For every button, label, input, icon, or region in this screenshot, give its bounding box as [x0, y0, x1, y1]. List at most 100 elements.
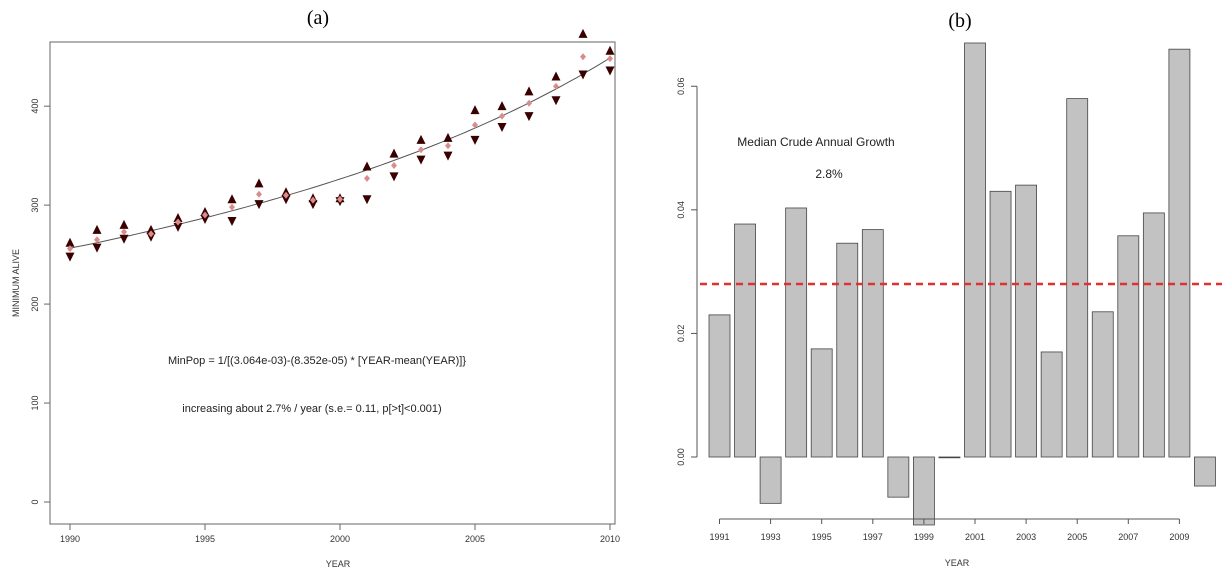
chart-a-point-triangle-up — [524, 86, 534, 96]
chart-a-point-diamond — [121, 228, 127, 236]
chart-a-point-triangle-up — [443, 132, 453, 142]
chart-a-ytick-label: 0 — [30, 499, 40, 504]
chart-b-xtick-label: 2007 — [1118, 532, 1138, 542]
chart-a-xlabel: YEAR — [326, 559, 351, 569]
chart-b-title: Median Crude Annual Growth — [737, 135, 894, 149]
chart-b-xtick-label: 1997 — [863, 532, 883, 542]
chart-a-point-diamond — [94, 236, 100, 244]
chart-a-points — [65, 28, 615, 262]
chart-b-ytick-label: 0.06 — [676, 77, 686, 95]
chart-a-point-triangle-down — [389, 172, 399, 182]
chart-b-bars — [708, 42, 1216, 526]
chart-a-point-diamond — [499, 112, 505, 120]
chart-a-point-diamond — [310, 196, 316, 204]
chart-a-point-triangle-down — [281, 195, 291, 205]
chart-a-point-triangle-up — [65, 237, 75, 247]
chart-a-point-triangle-up — [362, 161, 372, 171]
chart-a-point-triangle-down — [416, 155, 426, 165]
chart-a-ytick-label: 100 — [30, 396, 40, 411]
chart-a-xtick-label: 1990 — [60, 534, 80, 544]
chart-a-point-diamond — [256, 190, 262, 198]
chart-a: 1990 1995 2000 2005 2010 0 100 200 300 400 YEAR M… — [11, 28, 620, 569]
chart-b-x-axis: 1991 1993 1995 1997 1999 2001 2003 2005 2007 2009 — [709, 518, 1189, 542]
chart-b-bar — [810, 348, 833, 458]
chart-a-point-triangle-down — [470, 135, 480, 145]
chart-a-point-triangle-down — [578, 70, 588, 80]
chart-a-point-diamond — [148, 230, 154, 238]
chart-a-point-triangle-down — [92, 243, 102, 253]
chart-a-point-diamond — [445, 142, 451, 150]
chart-a-point-diamond — [175, 218, 181, 226]
chart-b: 0.00 0.02 0.04 0.06 1991 1993 1995 1997 1999 200… — [676, 42, 1222, 568]
chart-a-point-triangle-down — [65, 252, 75, 262]
chart-b-bar — [1194, 456, 1216, 487]
chart-b-ytick-label: 0.04 — [676, 201, 686, 219]
chart-a-point-triangle-down — [524, 112, 534, 122]
chart-a-point-triangle-down — [254, 200, 264, 210]
chart-a-point-diamond — [418, 146, 424, 154]
chart-a-ytick-label: 400 — [30, 99, 40, 114]
chart-a-point-triangle-down — [497, 122, 507, 132]
chart-b-ytick-label: 0.02 — [676, 325, 686, 343]
chart-b-bar — [887, 456, 910, 498]
chart-a-xtick-label: 1995 — [195, 534, 215, 544]
chart-b-bar — [759, 456, 782, 504]
chart-a-point-triangle-down — [200, 214, 210, 224]
chart-a-point-triangle-up — [470, 105, 480, 115]
chart-b-y-axis: 0.00 0.02 0.04 0.06 — [676, 77, 698, 466]
chart-b-bar — [785, 207, 808, 458]
chart-a-point-triangle-up — [497, 101, 507, 111]
chart-b-bar — [1040, 351, 1063, 458]
panel-label-b: (b) — [948, 10, 971, 32]
chart-a-point-triangle-up — [119, 219, 129, 229]
chart-a-ytick-label: 300 — [30, 198, 40, 213]
chart-b-bar — [989, 190, 1012, 458]
chart-a-point-triangle-down — [605, 66, 615, 76]
chart-a-point-diamond — [364, 174, 370, 182]
chart-b-xtick-label: 2009 — [1169, 532, 1189, 542]
chart-a-point-diamond — [553, 82, 559, 90]
chart-a-point-diamond — [391, 162, 397, 170]
chart-a-point-triangle-down — [119, 234, 129, 244]
chart-a-point-diamond — [580, 53, 586, 61]
chart-b-xtick-label: 1991 — [709, 532, 729, 542]
chart-a-point-diamond — [67, 245, 73, 253]
chart-a-point-triangle-down — [227, 216, 237, 226]
chart-a-point-diamond — [607, 55, 613, 63]
chart-a-point-triangle-up — [389, 148, 399, 158]
chart-a-xtick-label: 2000 — [330, 534, 350, 544]
chart-b-ytick-label: 0.00 — [676, 448, 686, 466]
chart-a-point-triangle-down — [173, 222, 183, 232]
chart-b-xtick-label: 1999 — [914, 532, 934, 542]
chart-b-bar — [1066, 98, 1089, 458]
chart-b-subtitle: 2.8% — [815, 167, 843, 181]
chart-b-bar — [836, 242, 859, 458]
chart-a-point-triangle-up — [605, 45, 615, 55]
chart-a-point-triangle-up — [173, 212, 183, 222]
chart-a-point-triangle-down — [551, 96, 561, 106]
chart-a-ytick-label: 200 — [30, 297, 40, 312]
chart-a-point-triangle-up — [551, 71, 561, 81]
chart-a-point-diamond — [229, 203, 235, 211]
chart-a-point-triangle-down — [308, 200, 318, 210]
chart-a-xtick-label: 2005 — [465, 534, 485, 544]
chart-b-xlabel: YEAR — [945, 558, 970, 568]
chart-a-point-triangle-up — [92, 224, 102, 234]
chart-a-point-triangle-up — [416, 134, 426, 144]
chart-a-xtick-label: 2010 — [600, 534, 620, 544]
chart-a-ylabel: MINIMUM ALIVE — [11, 249, 21, 317]
chart-a-point-diamond — [202, 211, 208, 219]
chart-a-fit-formula: MinPop = 1/[(3.064e-03)-(8.352e-05) * [Y… — [168, 355, 466, 367]
chart-a-point-diamond — [526, 99, 532, 107]
chart-b-bar — [1142, 212, 1165, 458]
chart-b-bar — [734, 223, 756, 458]
chart-a-point-triangle-up — [578, 28, 588, 38]
chart-a-point-triangle-up — [254, 178, 264, 188]
chart-b-bar — [1168, 48, 1191, 458]
chart-b-bar — [1091, 311, 1114, 458]
chart-a-point-triangle-down — [362, 195, 372, 205]
chart-b-xtick-label: 1993 — [761, 532, 781, 542]
chart-b-bar — [861, 229, 884, 458]
chart-a-point-triangle-down — [443, 151, 453, 161]
chart-b-bar — [913, 456, 935, 526]
